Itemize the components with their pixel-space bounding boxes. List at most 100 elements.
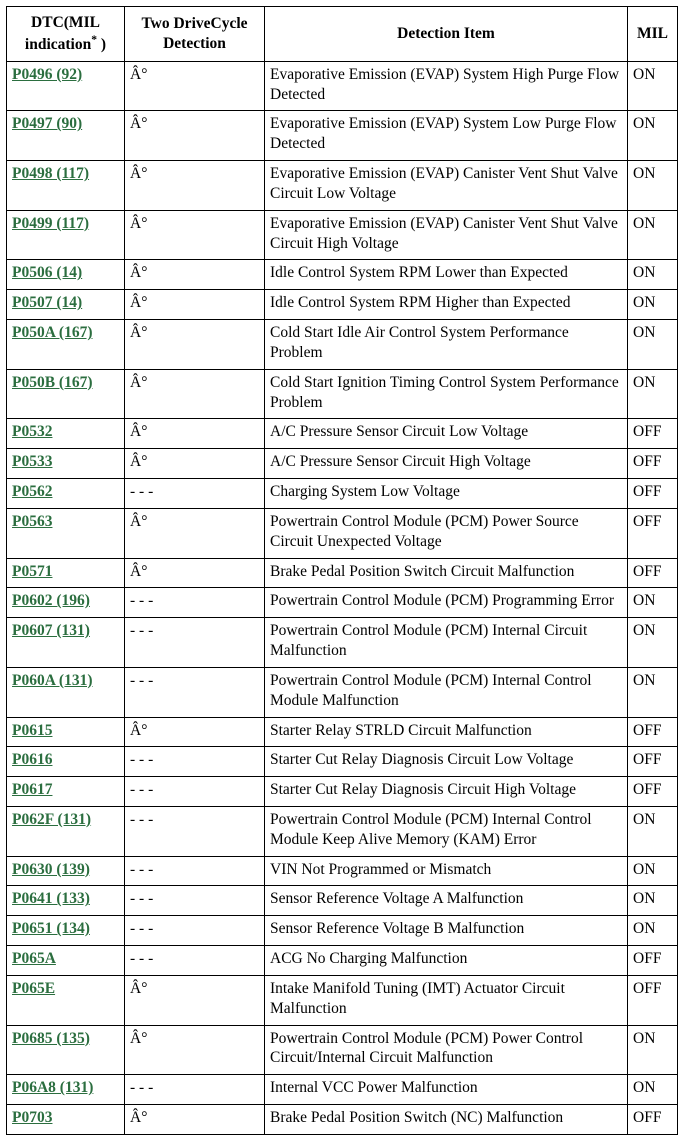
mil-cell: OFF: [628, 508, 678, 558]
mil-cell: OFF: [628, 777, 678, 807]
dtc-link[interactable]: P0563: [12, 513, 52, 530]
dtc-cell: P0630 (139): [7, 856, 125, 886]
table-row: P0506 (14)Â°Idle Control System RPM Lowe…: [7, 260, 678, 290]
dtc-link[interactable]: P050A (167): [12, 324, 93, 341]
two-drive-cycle-cell: - - -: [125, 886, 265, 916]
dtc-link[interactable]: P0571: [12, 563, 52, 580]
dtc-link[interactable]: P0498 (117): [12, 165, 89, 182]
dtc-link[interactable]: P0615: [12, 722, 52, 739]
table-row: P062F (131) - - -Powertrain Control Modul…: [7, 807, 678, 857]
mil-cell: ON: [628, 916, 678, 946]
two-drive-cycle-cell: - - -: [125, 479, 265, 509]
detection-item-cell: Evaporative Emission (EVAP) System Low P…: [265, 111, 628, 161]
table-row: P0651 (134)- - -Sensor Reference Voltage…: [7, 916, 678, 946]
dtc-cell: P0563: [7, 508, 125, 558]
mil-cell: OFF: [628, 1105, 678, 1135]
table-row: P0499 (117)Â°Evaporative Emission (EVAP)…: [7, 210, 678, 260]
dtc-cell: P06A8 (131): [7, 1075, 125, 1105]
table-row: P0641 (133) - - -Sensor Reference Voltage…: [7, 886, 678, 916]
mil-cell: OFF: [628, 419, 678, 449]
dtc-link[interactable]: P065E: [12, 980, 55, 997]
two-drive-cycle-cell: Â°: [125, 290, 265, 320]
mil-cell: ON: [628, 320, 678, 370]
detection-item-cell: Evaporative Emission (EVAP) Canister Ven…: [265, 210, 628, 260]
dtc-cell: P0496 (92): [7, 61, 125, 111]
table-row: P065EÂ°Intake Manifold Tuning (IMT) Actu…: [7, 975, 678, 1025]
detection-item-cell: Powertrain Control Module (PCM) Internal…: [265, 807, 628, 857]
dtc-cell: P0533: [7, 449, 125, 479]
mil-cell: ON: [628, 886, 678, 916]
table-row: P0617- - -Starter Cut Relay Diagnosis Ci…: [7, 777, 678, 807]
mil-cell: ON: [628, 111, 678, 161]
dtc-cell: P0641 (133): [7, 886, 125, 916]
mil-cell: OFF: [628, 717, 678, 747]
dtc-link[interactable]: P0602 (196): [12, 592, 90, 609]
dtc-link[interactable]: P0562: [12, 483, 52, 500]
detection-item-cell: A/C Pressure Sensor Circuit Low Voltage: [265, 419, 628, 449]
mil-cell: ON: [628, 807, 678, 857]
table-row: P050A (167)Â°Cold Start Idle Air Control…: [7, 320, 678, 370]
two-drive-cycle-cell: Â°: [125, 449, 265, 479]
dtc-link[interactable]: P062F (131): [12, 811, 91, 828]
dtc-cell: P0616: [7, 747, 125, 777]
dtc-link[interactable]: P0533: [12, 453, 52, 470]
header-mil: MIL: [628, 7, 678, 62]
table-row: P0602 (196)- - -Powertrain Control Modul…: [7, 588, 678, 618]
two-drive-cycle-cell: Â°: [125, 558, 265, 588]
header-dtc-main: DTC(MIL indication: [25, 14, 100, 53]
dtc-link[interactable]: P0641 (133): [12, 890, 90, 907]
dtc-link[interactable]: P0499 (117): [12, 215, 89, 232]
detection-item-cell: Brake Pedal Position Switch (NC) Malfunc…: [265, 1105, 628, 1135]
detection-item-cell: Sensor Reference Voltage A Malfunction: [265, 886, 628, 916]
dtc-cell: P0506 (14): [7, 260, 125, 290]
dtc-link[interactable]: P0607 (131): [12, 622, 90, 639]
dtc-link[interactable]: P06A8 (131): [12, 1079, 93, 1096]
table-body: P0496 (92)Â°Evaporative Emission (EVAP) …: [7, 61, 678, 1134]
dtc-cell: P0703: [7, 1105, 125, 1135]
dtc-link[interactable]: P0630 (139): [12, 861, 90, 878]
detection-item-cell: Starter Relay STRLD Circuit Malfunction: [265, 717, 628, 747]
dtc-cell: P0602 (196): [7, 588, 125, 618]
dtc-link[interactable]: P0616: [12, 751, 52, 768]
table-row: P0607 (131)- - -Powertrain Control Modul…: [7, 618, 678, 668]
dtc-link[interactable]: P0685 (135): [12, 1030, 90, 1047]
table-row: P0563Â°Powertrain Control Module (PCM) P…: [7, 508, 678, 558]
header-dtc-tail: ): [97, 36, 106, 53]
detection-item-cell: A/C Pressure Sensor Circuit High Voltage: [265, 449, 628, 479]
dtc-cell: P060A (131): [7, 667, 125, 717]
dtc-link[interactable]: P065A: [12, 950, 56, 967]
dtc-cell: P050B (167): [7, 369, 125, 419]
two-drive-cycle-cell: - - -: [125, 946, 265, 976]
detection-item-cell: VIN Not Programmed or Mismatch: [265, 856, 628, 886]
dtc-cell: P0685 (135): [7, 1025, 125, 1075]
dtc-link[interactable]: P0617: [12, 781, 52, 798]
table-row: P0533 Â°A/C Pressure Sensor Circuit High …: [7, 449, 678, 479]
two-drive-cycle-cell: Â°: [125, 369, 265, 419]
detection-item-cell: Cold Start Idle Air Control System Perfo…: [265, 320, 628, 370]
table-row: P0615Â°Starter Relay STRLD Circuit Malfu…: [7, 717, 678, 747]
mil-cell: ON: [628, 161, 678, 211]
dtc-link[interactable]: P050B (167): [12, 374, 93, 391]
table-row: P0496 (92)Â°Evaporative Emission (EVAP) …: [7, 61, 678, 111]
mil-cell: ON: [628, 260, 678, 290]
dtc-link[interactable]: P0703: [12, 1109, 52, 1126]
header-dtc: DTC(MIL indication* ): [7, 7, 125, 62]
two-drive-cycle-cell: - - -: [125, 777, 265, 807]
two-drive-cycle-cell: - - -: [125, 807, 265, 857]
dtc-link[interactable]: P0496 (92): [12, 66, 82, 83]
detection-item-cell: Brake Pedal Position Switch Circuit Malf…: [265, 558, 628, 588]
dtc-cell: P050A (167): [7, 320, 125, 370]
table-row: P06A8 (131)- - -Internal VCC Power Malfu…: [7, 1075, 678, 1105]
dtc-link[interactable]: P0651 (134): [12, 920, 90, 937]
dtc-link[interactable]: P0507 (14): [12, 294, 82, 311]
dtc-cell: P0607 (131): [7, 618, 125, 668]
detection-item-cell: Evaporative Emission (EVAP) System High …: [265, 61, 628, 111]
mil-cell: ON: [628, 369, 678, 419]
two-drive-cycle-cell: Â°: [125, 975, 265, 1025]
table-row: P060A (131)- - -Powertrain Control Modul…: [7, 667, 678, 717]
dtc-link[interactable]: P0532: [12, 423, 52, 440]
dtc-link[interactable]: P060A (131): [12, 672, 93, 689]
mil-cell: OFF: [628, 479, 678, 509]
dtc-link[interactable]: P0497 (90): [12, 115, 82, 132]
dtc-link[interactable]: P0506 (14): [12, 264, 82, 281]
